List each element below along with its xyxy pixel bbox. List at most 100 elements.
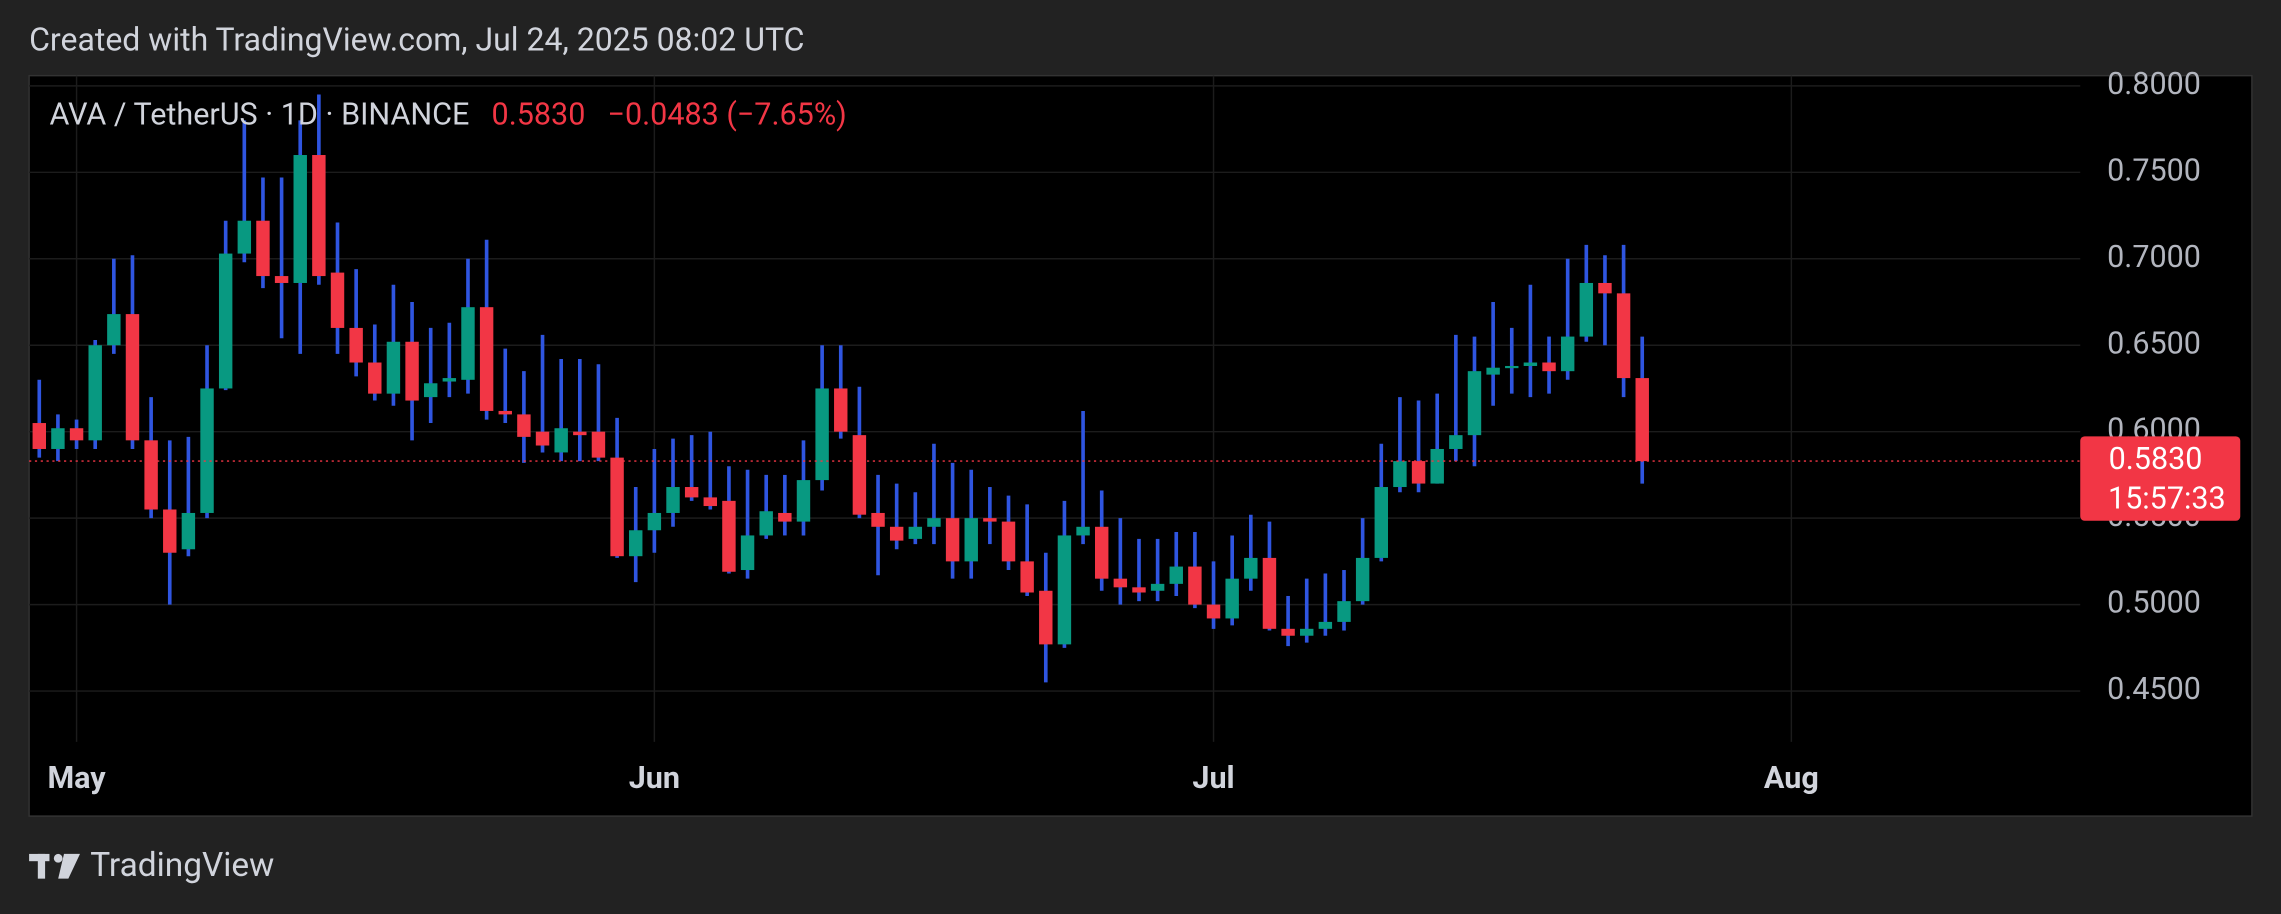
candle-body — [1039, 590, 1053, 645]
candle-body — [200, 388, 214, 513]
candle-body — [1523, 362, 1538, 366]
candle-body — [1635, 378, 1649, 462]
candle-body — [927, 518, 941, 527]
candle-body — [181, 512, 196, 550]
candle-body — [461, 307, 475, 380]
candle-body — [218, 253, 233, 389]
candle-body — [1393, 461, 1407, 488]
candle-body — [1318, 621, 1333, 629]
candle-body — [1225, 578, 1239, 619]
candle-body — [442, 378, 457, 382]
candle-body — [573, 431, 587, 436]
candle-body — [274, 276, 289, 283]
candle-body — [796, 480, 811, 522]
candle-body — [759, 511, 773, 536]
candle-body — [740, 535, 755, 571]
candle-body — [722, 500, 736, 572]
candle-body — [1616, 293, 1631, 379]
candle-body — [1449, 435, 1463, 449]
candle-body — [423, 383, 438, 398]
candle-body — [69, 428, 84, 441]
candle-body — [256, 220, 270, 277]
caption: Created with TradingView.com, Jul 24, 20… — [29, 21, 804, 59]
x-tick-label: Jul — [1192, 761, 1234, 796]
candle-body — [1113, 578, 1128, 588]
candle-body — [1486, 367, 1500, 375]
candle-body — [852, 435, 867, 515]
candle-body — [1467, 371, 1482, 436]
candle-body — [1374, 487, 1388, 558]
candle-body — [1076, 526, 1090, 536]
price-tag — [2080, 436, 2241, 521]
candle-body — [1057, 535, 1072, 645]
candle-body — [1020, 561, 1034, 593]
candle-body — [32, 423, 46, 449]
candle-body — [703, 497, 717, 507]
candle-body — [1300, 628, 1314, 636]
price-tag-label: 0.5830 — [2109, 442, 2203, 477]
candle-body — [1560, 336, 1575, 372]
x-tick-label: May — [47, 761, 106, 796]
candle-body — [1542, 362, 1556, 372]
candle-body — [405, 341, 419, 401]
candle-body — [1244, 557, 1258, 579]
candle-body — [1355, 557, 1370, 602]
candle-body — [330, 272, 345, 328]
candle-body — [629, 530, 643, 557]
y-tick-label: 0.4500 — [2107, 672, 2201, 707]
candle-body — [964, 518, 978, 562]
overlay: 0.45000.50000.55000.60000.65000.70000.75… — [29, 67, 2241, 796]
candle-body — [1150, 583, 1165, 591]
candle-body — [1001, 521, 1016, 562]
chart-panel — [28, 74, 2253, 817]
candle-body — [889, 526, 904, 541]
legend: AVA / TetherUS · 1D · BINANCE 0.5830 −0.… — [49, 97, 846, 132]
candle-body — [498, 410, 512, 415]
candle-body — [51, 428, 65, 449]
brand: TradingView — [90, 846, 274, 885]
candle-body — [1262, 557, 1277, 629]
candle-body — [144, 440, 158, 510]
countdown: 15:57:33 — [2108, 481, 2226, 516]
candle-body — [1430, 448, 1444, 484]
candle-body — [237, 220, 252, 254]
candle-body — [386, 341, 401, 394]
candle-body — [312, 155, 326, 277]
candle-body — [666, 487, 680, 513]
candle-body — [1505, 365, 1519, 369]
y-tick-label: 0.7000 — [2107, 240, 2201, 275]
candle-body — [293, 155, 307, 283]
brand-logo — [29, 853, 81, 879]
x-tick-label: Jun — [629, 761, 680, 796]
candle-body — [610, 457, 624, 557]
candle-body — [1598, 282, 1612, 294]
candle-body — [1337, 601, 1351, 622]
legend-price: 0.5830 — [492, 97, 586, 132]
candle-body — [834, 388, 848, 432]
candle-body — [349, 327, 363, 363]
candle-body — [1188, 566, 1202, 605]
candle-body — [1169, 566, 1183, 584]
candle-body — [479, 307, 494, 411]
y-tick-label: 0.7500 — [2107, 153, 2201, 188]
grid — [29, 75, 2081, 742]
candle-body — [815, 388, 829, 481]
candle-body — [125, 314, 140, 441]
candle-body — [368, 362, 382, 394]
candle-body — [1281, 628, 1295, 636]
candle-body — [1094, 526, 1109, 579]
candle-body — [88, 345, 102, 441]
candle-body — [1411, 461, 1426, 484]
symbol: AVA / TetherUS · 1D · BINANCE — [49, 97, 469, 132]
candle-body — [983, 518, 997, 522]
y-tick-label: 0.8000 — [2107, 67, 2201, 102]
candle-body — [945, 518, 960, 562]
x-tick-label: Aug — [1764, 761, 1819, 796]
y-tick-label: 0.5000 — [2107, 586, 2201, 621]
candle-body — [535, 431, 550, 446]
candle-body — [517, 414, 531, 437]
candle-body — [908, 526, 923, 539]
candle-body — [778, 512, 792, 522]
